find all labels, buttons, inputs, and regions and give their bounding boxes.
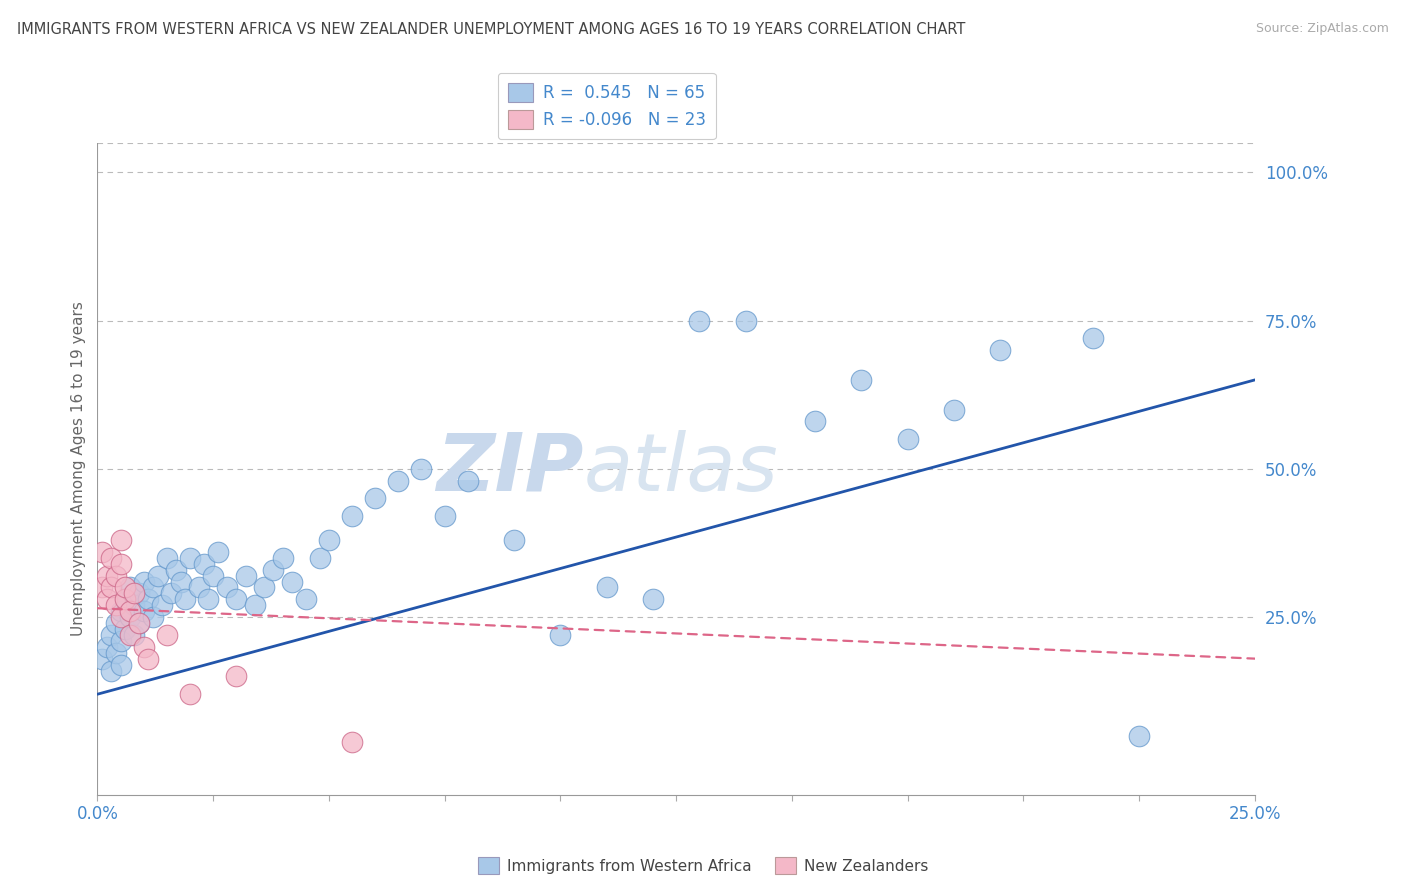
Point — [804, 414, 827, 428]
Point — [128, 615, 150, 630]
Point — [118, 628, 141, 642]
Point — [104, 615, 127, 630]
Point — [734, 313, 756, 327]
Point — [225, 592, 247, 607]
Point — [207, 545, 229, 559]
Legend: Immigrants from Western Africa, New Zealanders: Immigrants from Western Africa, New Zeal… — [472, 851, 934, 880]
Point — [124, 586, 146, 600]
Point — [110, 657, 132, 672]
Point — [340, 734, 363, 748]
Point — [387, 474, 409, 488]
Point — [253, 581, 276, 595]
Point — [262, 563, 284, 577]
Point — [170, 574, 193, 589]
Point — [132, 604, 155, 618]
Point — [136, 592, 159, 607]
Point — [100, 664, 122, 678]
Text: atlas: atlas — [583, 430, 779, 508]
Point — [118, 581, 141, 595]
Text: IMMIGRANTS FROM WESTERN AFRICA VS NEW ZEALANDER UNEMPLOYMENT AMONG AGES 16 TO 19: IMMIGRANTS FROM WESTERN AFRICA VS NEW ZE… — [17, 22, 966, 37]
Point — [433, 509, 456, 524]
Point — [411, 462, 433, 476]
Point — [165, 563, 187, 577]
Point — [988, 343, 1011, 358]
Point — [110, 533, 132, 547]
Point — [503, 533, 526, 547]
Point — [179, 687, 201, 701]
Text: Source: ZipAtlas.com: Source: ZipAtlas.com — [1256, 22, 1389, 36]
Point — [294, 592, 316, 607]
Point — [91, 651, 114, 665]
Point — [110, 604, 132, 618]
Point — [851, 373, 873, 387]
Point — [641, 592, 664, 607]
Point — [91, 581, 114, 595]
Point — [96, 592, 118, 607]
Point — [340, 509, 363, 524]
Point — [110, 610, 132, 624]
Point — [114, 581, 136, 595]
Point — [100, 550, 122, 565]
Point — [132, 574, 155, 589]
Point — [596, 581, 619, 595]
Point — [364, 491, 387, 506]
Point — [308, 550, 330, 565]
Text: ZIP: ZIP — [436, 430, 583, 508]
Point — [114, 622, 136, 636]
Point — [281, 574, 304, 589]
Point — [118, 610, 141, 624]
Point — [114, 592, 136, 607]
Point — [156, 628, 179, 642]
Point — [142, 610, 165, 624]
Point — [128, 586, 150, 600]
Point — [156, 550, 179, 565]
Point — [174, 592, 197, 607]
Point — [243, 599, 266, 613]
Point — [96, 640, 118, 654]
Point — [100, 581, 122, 595]
Point — [943, 402, 966, 417]
Legend: R =  0.545   N = 65, R = -0.096   N = 23: R = 0.545 N = 65, R = -0.096 N = 23 — [498, 72, 716, 139]
Point — [146, 568, 169, 582]
Point — [688, 313, 710, 327]
Point — [202, 568, 225, 582]
Point — [1081, 331, 1104, 345]
Point — [897, 432, 920, 446]
Point — [132, 640, 155, 654]
Point — [188, 581, 211, 595]
Point — [271, 550, 294, 565]
Point — [110, 557, 132, 571]
Point — [100, 628, 122, 642]
Point — [114, 592, 136, 607]
Point — [91, 545, 114, 559]
Point — [197, 592, 219, 607]
Point — [110, 633, 132, 648]
Point — [318, 533, 340, 547]
Point — [104, 599, 127, 613]
Point — [128, 615, 150, 630]
Point — [193, 557, 215, 571]
Point — [457, 474, 479, 488]
Point — [225, 669, 247, 683]
Point — [124, 599, 146, 613]
Point — [118, 604, 141, 618]
Point — [150, 599, 173, 613]
Point — [104, 646, 127, 660]
Point — [179, 550, 201, 565]
Point — [215, 581, 238, 595]
Point — [136, 651, 159, 665]
Point — [104, 568, 127, 582]
Point — [142, 581, 165, 595]
Point — [550, 628, 572, 642]
Point — [1128, 729, 1150, 743]
Point — [124, 628, 146, 642]
Point — [160, 586, 183, 600]
Point — [96, 568, 118, 582]
Point — [235, 568, 257, 582]
Y-axis label: Unemployment Among Ages 16 to 19 years: Unemployment Among Ages 16 to 19 years — [72, 301, 86, 636]
